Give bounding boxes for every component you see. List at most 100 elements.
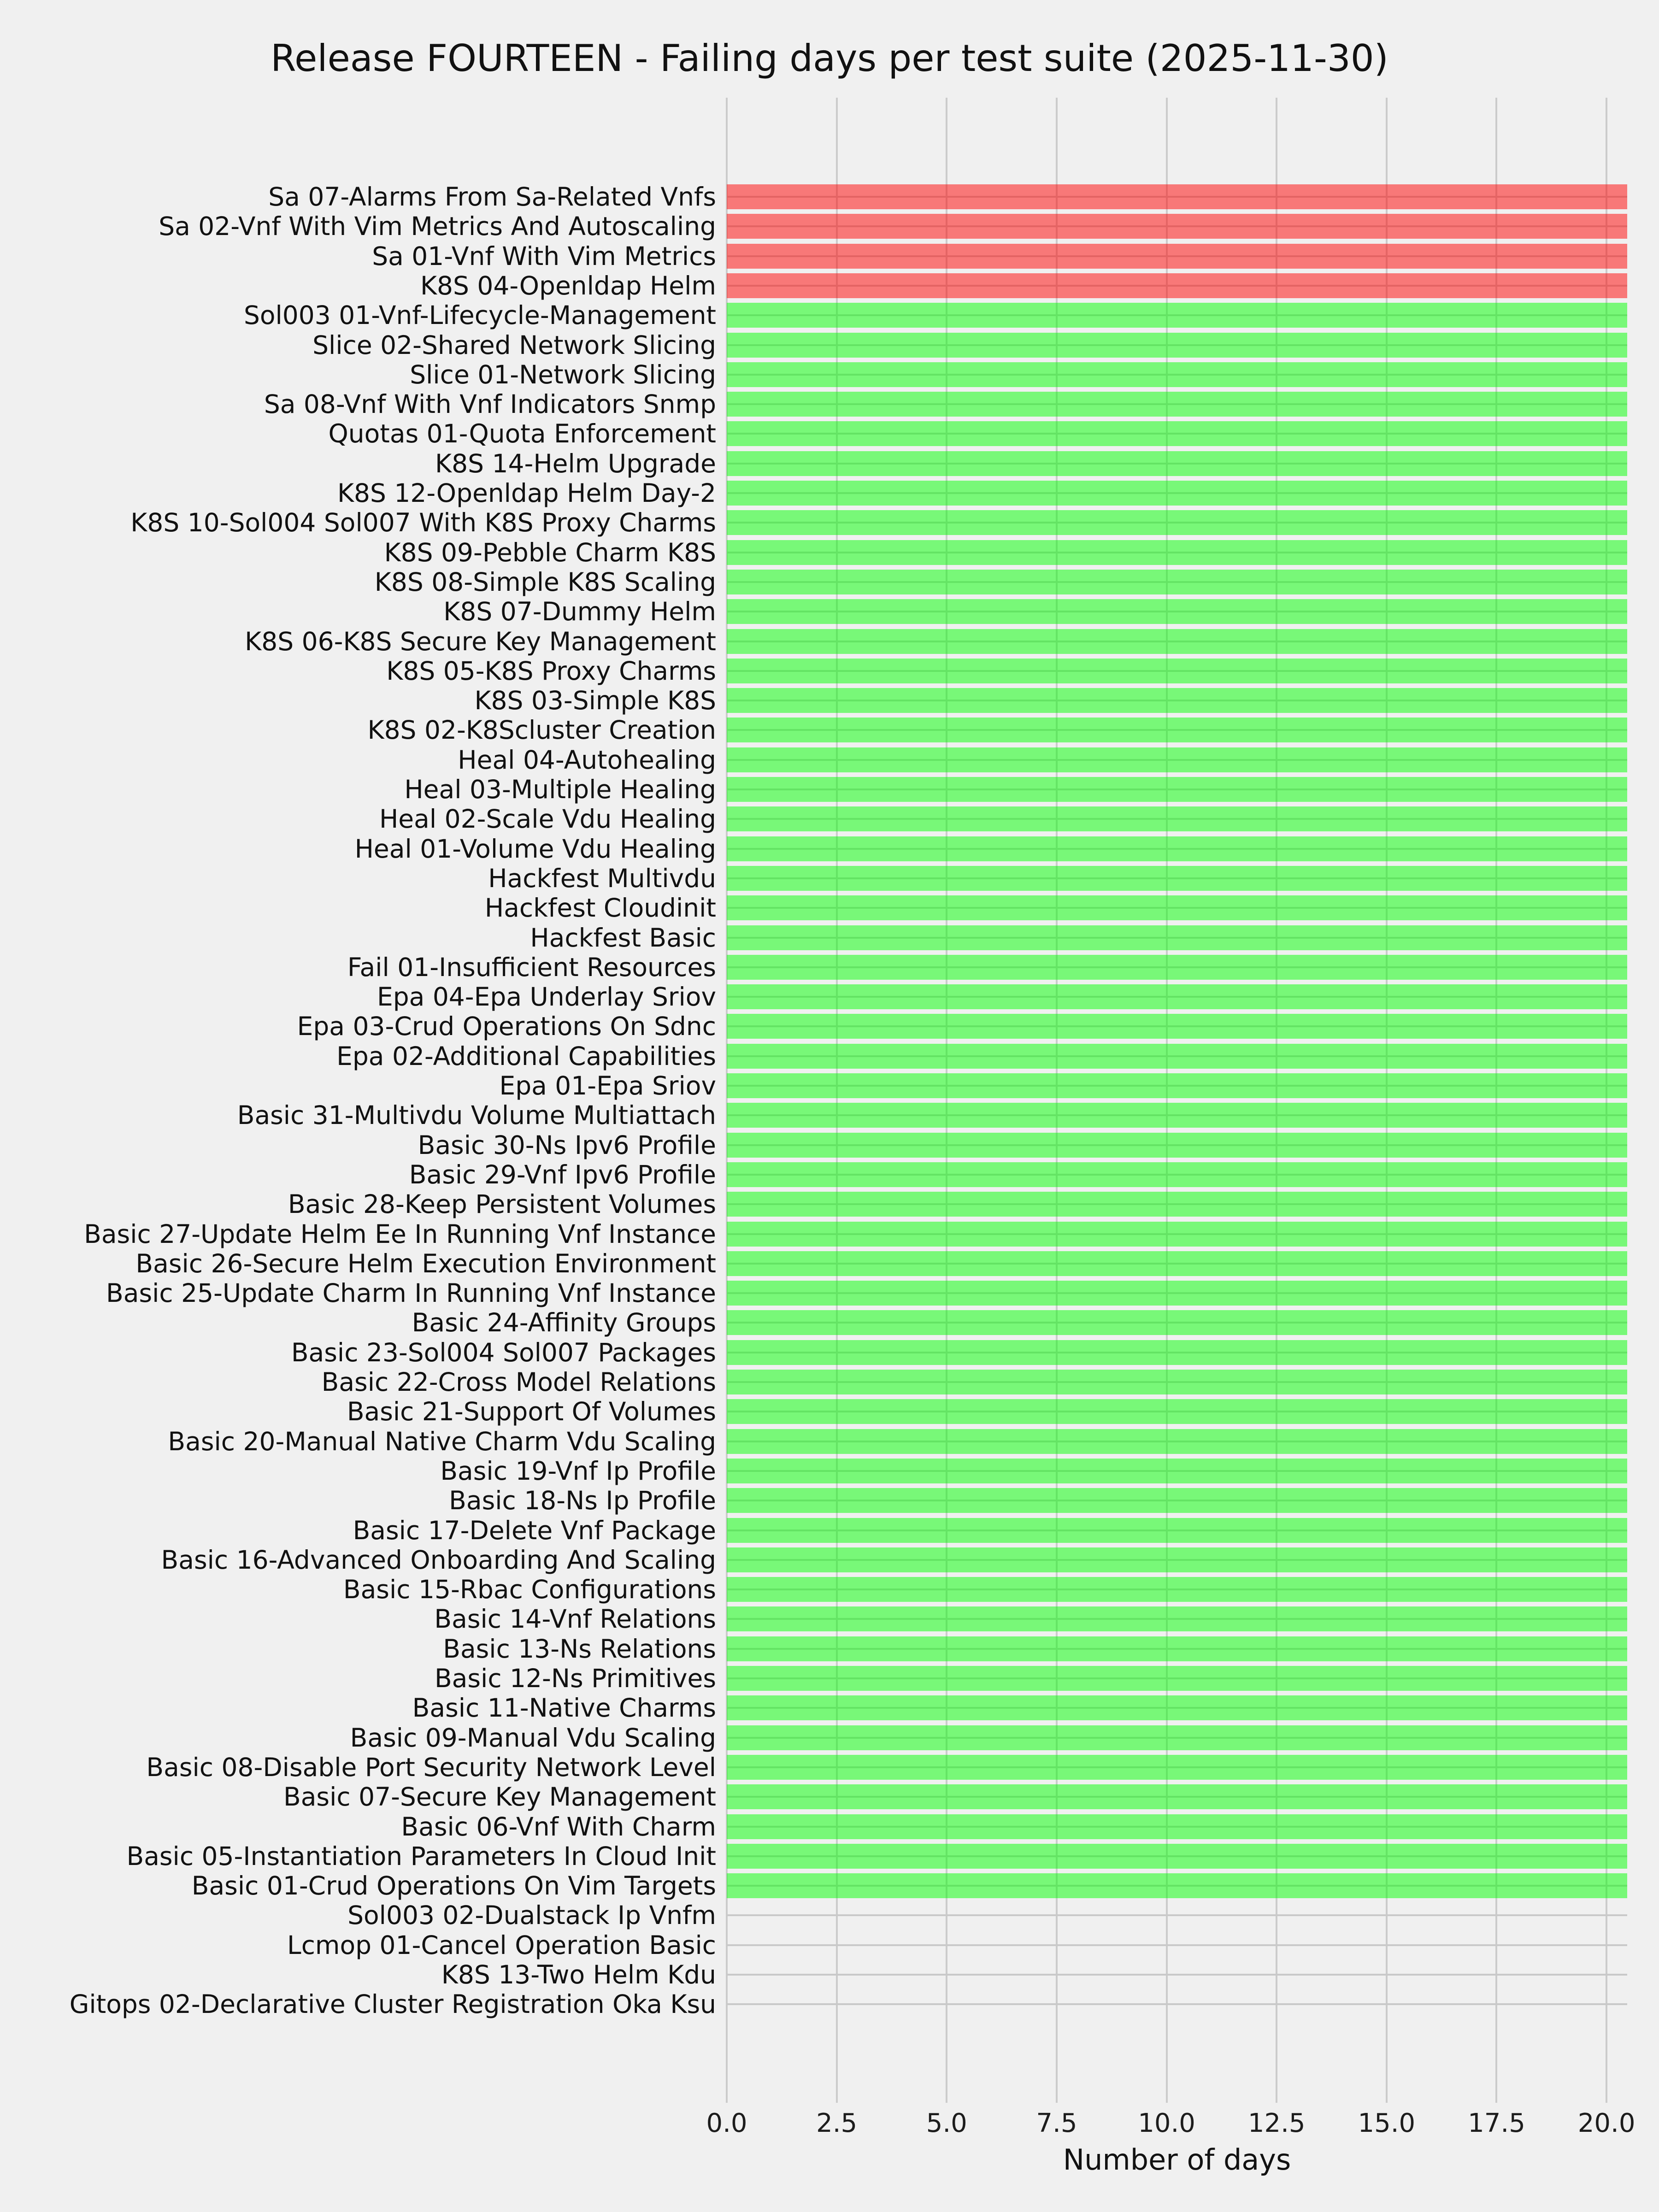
bar-green xyxy=(727,1725,1627,1750)
y-tick-label: Basic 17-Delete Vnf Package xyxy=(353,1515,716,1545)
y-tick-label: K8S 04-Openldap Helm xyxy=(420,271,716,300)
gridline-vertical xyxy=(835,98,838,2103)
y-tick-label: Sol003 02-Dualstack Ip Vnfm xyxy=(347,1900,716,1930)
gridline-vertical xyxy=(1055,98,1058,2103)
bar-green xyxy=(727,1192,1627,1217)
gridline-horizontal xyxy=(727,1914,1627,1917)
bar-green xyxy=(727,1310,1627,1335)
gridline-vertical xyxy=(1276,98,1278,2103)
bar-green xyxy=(727,1458,1627,1483)
x-tick-label: 15.0 xyxy=(1358,2108,1416,2138)
bar-green xyxy=(727,451,1627,476)
bar-green xyxy=(727,1784,1627,1810)
x-tick-label: 17.5 xyxy=(1468,2108,1525,2138)
y-tick-label: Basic 25-Update Charm In Running Vnf Ins… xyxy=(106,1278,716,1308)
bar-green xyxy=(727,1251,1627,1276)
y-tick-label: Heal 02-Scale Vdu Healing xyxy=(379,804,716,834)
plot-area xyxy=(726,98,1627,2103)
bar-green xyxy=(727,984,1627,1010)
bar-green xyxy=(727,1043,1627,1069)
y-tick-label: Basic 09-Manual Vdu Scaling xyxy=(350,1723,716,1753)
y-tick-label: Hackfest Basic xyxy=(530,923,716,953)
bar-green xyxy=(727,865,1627,891)
bar-green xyxy=(727,1162,1627,1187)
bar-green xyxy=(727,599,1627,624)
bar-green xyxy=(727,747,1627,772)
y-tick-label: Basic 24-Affinity Groups xyxy=(412,1308,716,1338)
y-tick-label: Basic 16-Advanced Onboarding And Scaling xyxy=(161,1545,716,1575)
x-tick-label: 0.0 xyxy=(706,2108,747,2138)
x-tick-label: 2.5 xyxy=(816,2108,858,2138)
bar-red xyxy=(727,184,1627,209)
bar-green xyxy=(727,1695,1627,1721)
y-tick-label: Heal 03-Multiple Healing xyxy=(404,775,716,804)
y-tick-label: Basic 30-Ns Ipv6 Profile xyxy=(418,1130,716,1160)
y-tick-label: Sa 08-Vnf With Vnf Indicators Snmp xyxy=(264,389,716,419)
bar-green xyxy=(727,569,1627,594)
y-tick-label: Basic 22-Cross Model Relations xyxy=(321,1367,716,1397)
bar-green xyxy=(727,895,1627,921)
bar-green xyxy=(727,332,1627,358)
bar-green xyxy=(727,806,1627,832)
bar-green xyxy=(727,1073,1627,1098)
gridline-horizontal xyxy=(727,1974,1627,1976)
bar-green xyxy=(727,1340,1627,1365)
y-tick-label: K8S 05-K8S Proxy Charms xyxy=(386,656,716,686)
y-tick-label: Slice 02-Shared Network Slicing xyxy=(312,330,716,360)
bar-green xyxy=(727,1103,1627,1128)
y-tick-label: Basic 05-Instantiation Parameters In Clo… xyxy=(126,1841,716,1871)
bar-green xyxy=(727,1606,1627,1632)
y-tick-label: Lcmop 01-Cancel Operation Basic xyxy=(287,1930,716,1960)
bar-green xyxy=(727,392,1627,417)
bar-green xyxy=(727,688,1627,713)
y-tick-label: Basic 28-Keep Persistent Volumes xyxy=(288,1189,716,1219)
gridline-vertical xyxy=(1165,98,1168,2103)
bar-green xyxy=(727,1666,1627,1691)
y-tick-label: Basic 06-Vnf With Charm xyxy=(401,1812,716,1841)
y-axis-labels: Sa 07-Alarms From Sa-Related Vnfs Sa 02-V… xyxy=(0,98,716,2103)
bar-green xyxy=(727,540,1627,565)
y-tick-label: K8S 03-Simple K8S xyxy=(474,686,716,716)
y-tick-label: K8S 06-K8S Secure Key Management xyxy=(245,626,716,656)
y-tick-label: K8S 08-Simple K8S Scaling xyxy=(374,567,716,597)
y-tick-label: K8S 13-Two Helm Kdu xyxy=(441,1960,716,1989)
y-tick-label: Basic 14-Vnf Relations xyxy=(434,1604,716,1634)
bar-green xyxy=(727,1221,1627,1247)
x-axis-label: Number of days xyxy=(1063,2143,1291,2177)
y-tick-label: K8S 02-K8Scluster Creation xyxy=(367,715,717,745)
x-tick-label: 10.0 xyxy=(1138,2108,1195,2138)
chart-title: Release FOURTEEN - Failing days per test… xyxy=(271,37,1388,80)
y-tick-label: Sol003 01-Vnf-Lifecycle-Management xyxy=(243,300,716,330)
y-tick-label: Basic 29-Vnf Ipv6 Profile xyxy=(409,1159,716,1189)
y-tick-label: Sa 01-Vnf With Vim Metrics xyxy=(372,241,716,271)
y-tick-label: Basic 18-Ns Ip Profile xyxy=(449,1486,716,1516)
bar-green xyxy=(727,421,1627,447)
y-tick-label: Basic 15-Rbac Configurations xyxy=(343,1575,716,1605)
bar-green xyxy=(727,1488,1627,1513)
bar-green xyxy=(727,658,1627,683)
y-tick-label: K8S 07-Dummy Helm xyxy=(443,597,716,627)
y-tick-label: Basic 31-Multivdu Volume Multiattach xyxy=(237,1100,716,1130)
bar-green xyxy=(727,718,1627,743)
y-tick-label: Epa 04-Epa Underlay Sriov xyxy=(377,982,716,1012)
y-tick-label: Epa 01-Epa Sriov xyxy=(499,1071,716,1100)
bar-green xyxy=(727,1132,1627,1158)
y-tick-label: Sa 07-Alarms From Sa-Related Vnfs xyxy=(268,182,716,212)
bar-green xyxy=(727,954,1627,980)
bar-green xyxy=(727,925,1627,950)
gridline-vertical xyxy=(1495,98,1498,2103)
bar-green xyxy=(727,1399,1627,1424)
x-tick-label: 7.5 xyxy=(1036,2108,1077,2138)
gridline-horizontal xyxy=(727,1944,1627,1946)
bar-green xyxy=(727,510,1627,535)
y-tick-label: Basic 27-Update Helm Ee In Running Vnf I… xyxy=(84,1219,716,1249)
bar-green xyxy=(727,1814,1627,1839)
bar-red xyxy=(727,243,1627,269)
y-tick-label: Basic 11-Native Charms xyxy=(412,1693,716,1723)
y-tick-label: Basic 13-Ns Relations xyxy=(443,1634,716,1664)
bar-green xyxy=(727,1873,1627,1899)
y-tick-label: Gitops 02-Declarative Cluster Registrati… xyxy=(69,1989,716,2019)
bar-green xyxy=(727,1843,1627,1869)
y-tick-label: K8S 14-Helm Upgrade xyxy=(435,448,716,478)
